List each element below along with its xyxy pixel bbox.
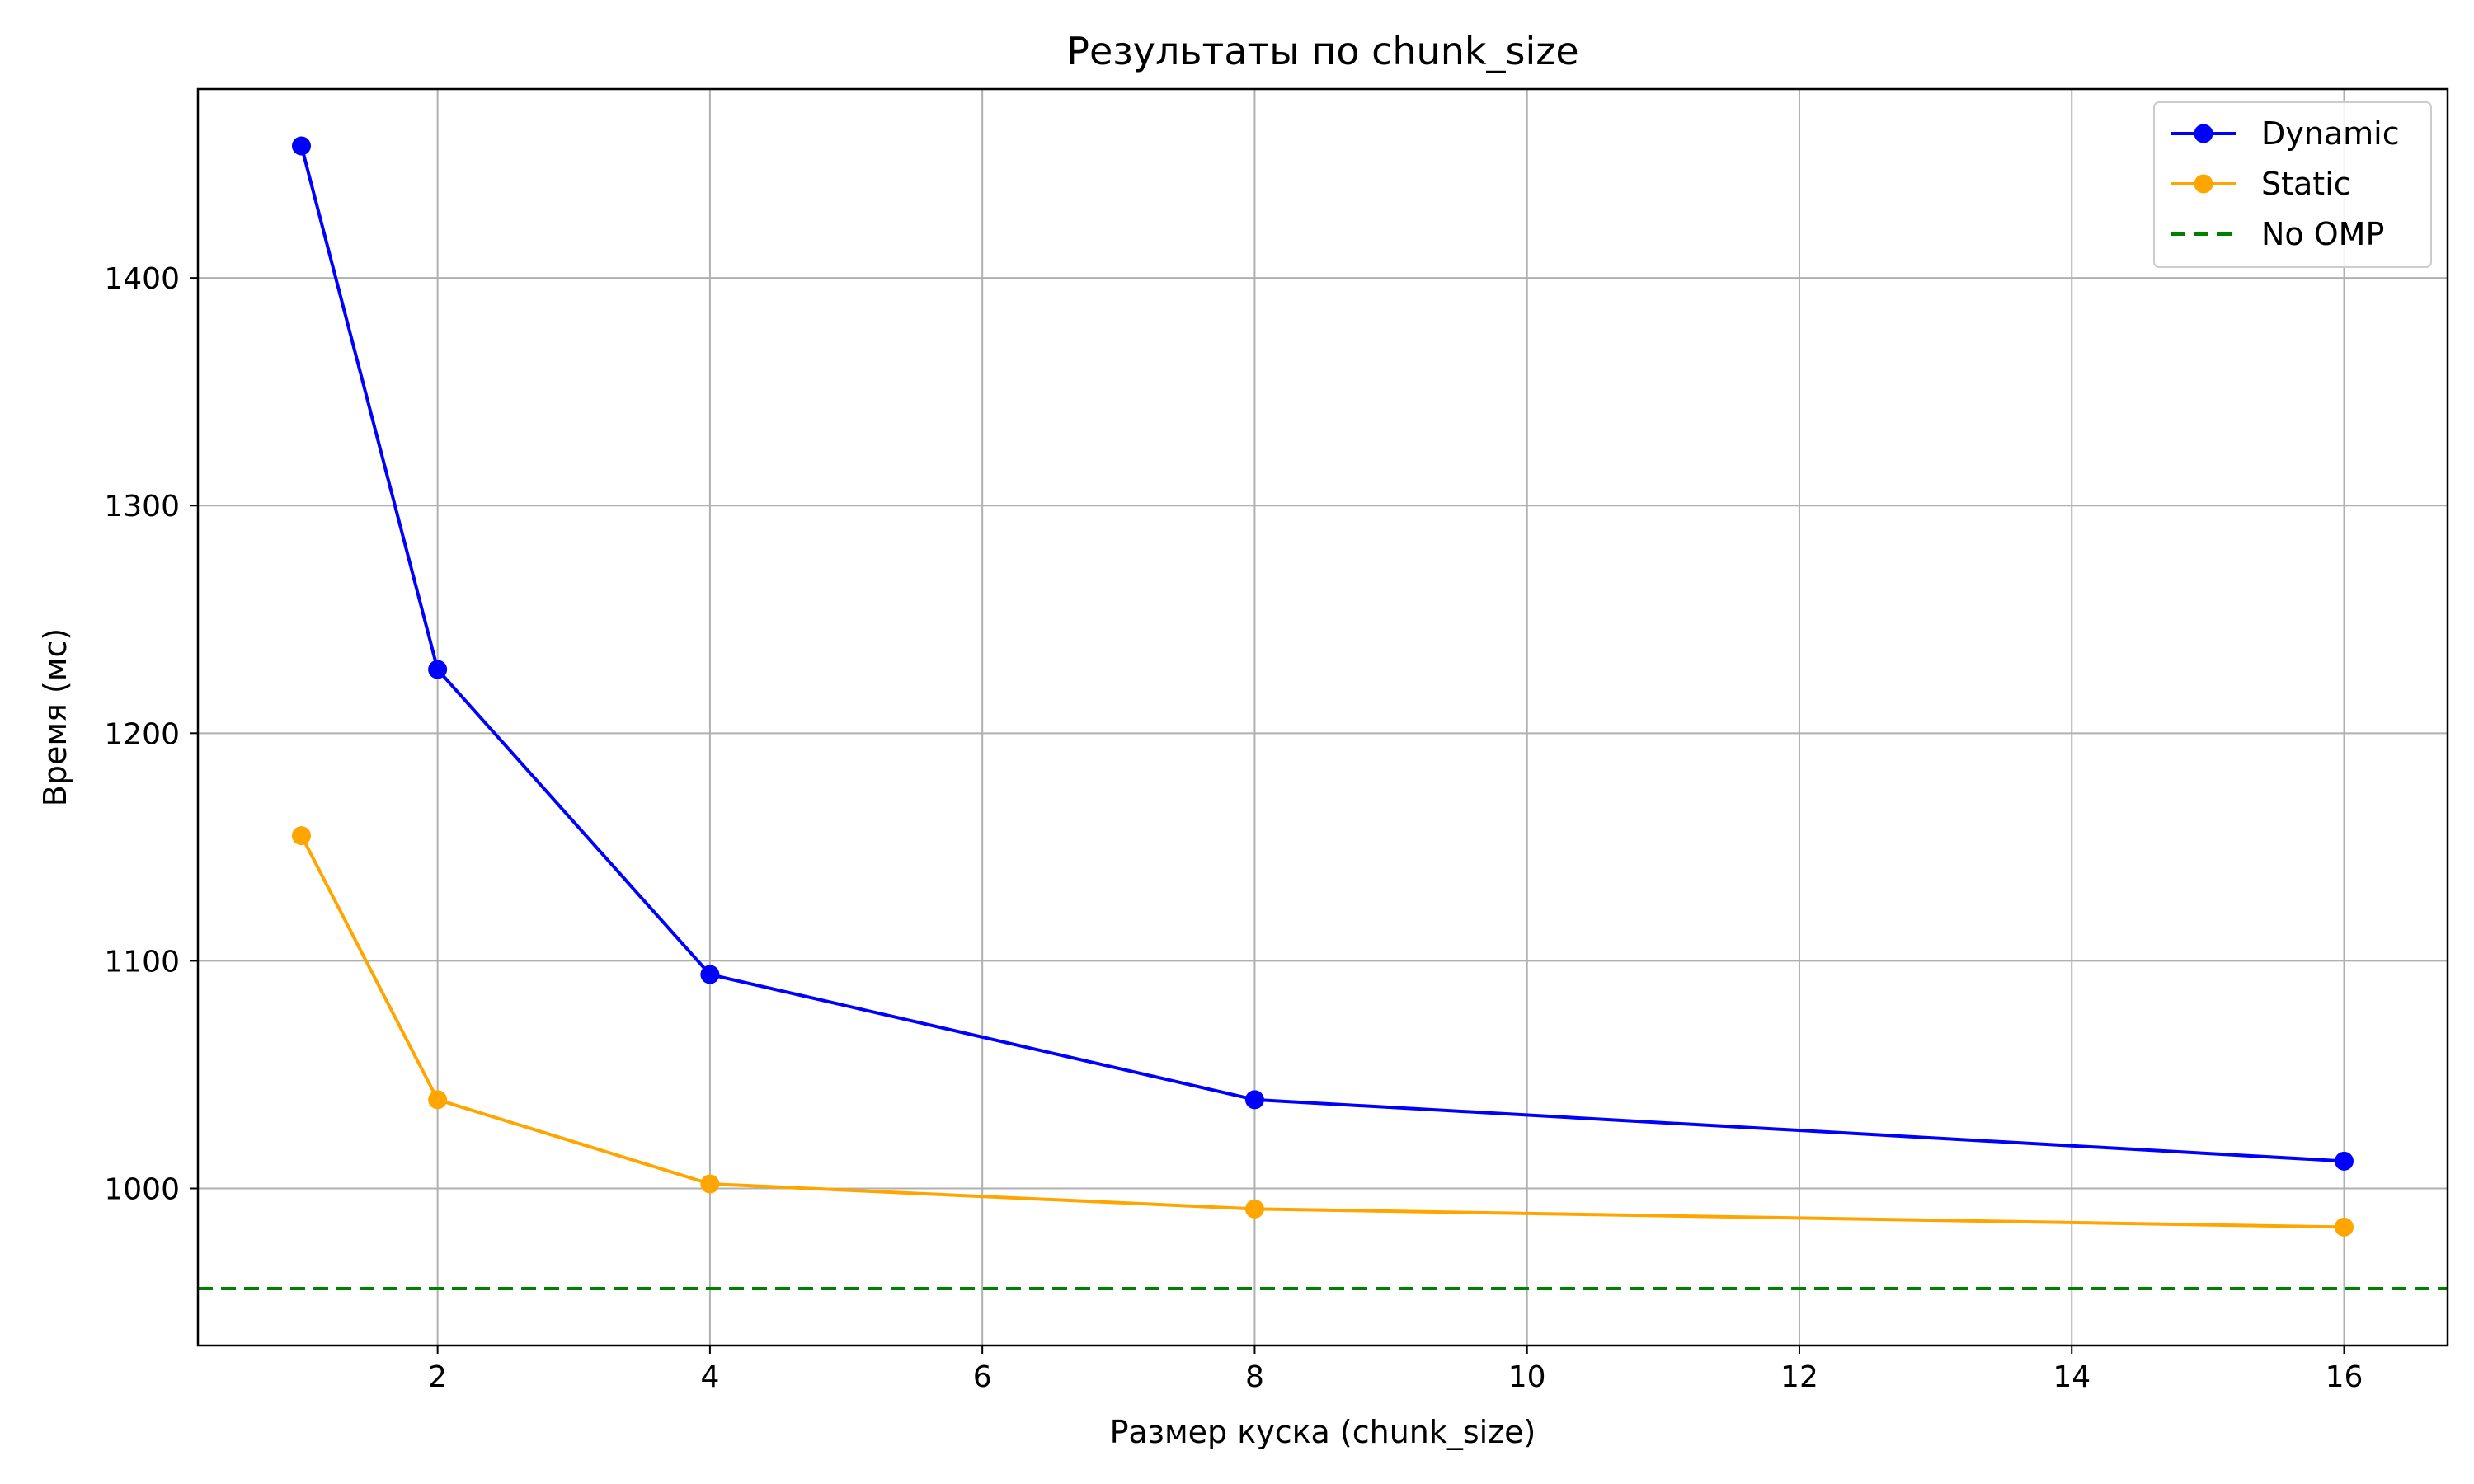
x-tick-label: 12: [1780, 1360, 1818, 1394]
x-tick-label: 4: [700, 1360, 719, 1394]
data-point: [292, 136, 312, 156]
y-tick-label: 1000: [104, 1173, 180, 1207]
data-point: [1244, 1199, 1264, 1219]
data-point: [700, 965, 720, 984]
tick-layer: 2 4 6 8 10 12 14 16 1000 1100 1200 1300 1400: [104, 262, 2363, 1394]
x-tick-label: 8: [1245, 1360, 1264, 1394]
series-layer: [198, 136, 2448, 1290]
y-tick-label: 1200: [104, 717, 180, 751]
legend-swatch-marker: [2194, 174, 2213, 194]
x-tick-label: 6: [973, 1360, 992, 1394]
legend-label: Dynamic: [2261, 115, 2400, 152]
plot-frame: [196, 87, 2449, 1347]
data-point: [292, 826, 312, 846]
data-point: [2334, 1217, 2354, 1237]
data-point: [428, 1090, 448, 1110]
legend-box: [2153, 101, 2432, 268]
data-point: [2334, 1151, 2354, 1171]
data-point: [428, 660, 448, 679]
y-tick-label: 1300: [104, 490, 180, 524]
x-tick-label: 10: [1508, 1360, 1546, 1394]
legend: Dynamic Static No OMP: [2153, 101, 2432, 268]
data-point: [1244, 1090, 1264, 1110]
x-axis-title: Размер куска (chunk_size): [1110, 1414, 1536, 1450]
legend-item: No OMP: [2171, 216, 2384, 252]
legend-item: Dynamic: [2171, 115, 2400, 152]
y-axis-title: Время (мс): [37, 628, 73, 806]
y-tick-label: 1100: [104, 945, 180, 979]
data-point: [700, 1174, 720, 1194]
chart-title: Результаты по chunk_size: [1066, 29, 1578, 73]
x-tick-label: 14: [2053, 1360, 2091, 1394]
legend-item: Static: [2171, 166, 2351, 202]
x-tick-label: 2: [428, 1360, 447, 1394]
series-dynamic: [292, 136, 2354, 1171]
grid-layer: [198, 89, 2448, 1345]
y-tick-label: 1400: [104, 262, 180, 296]
x-tick-label: 16: [2326, 1360, 2363, 1394]
legend-label: Static: [2261, 166, 2351, 202]
legend-label: No OMP: [2261, 216, 2384, 252]
legend-swatch-marker: [2194, 124, 2213, 143]
series-static: [292, 826, 2354, 1237]
